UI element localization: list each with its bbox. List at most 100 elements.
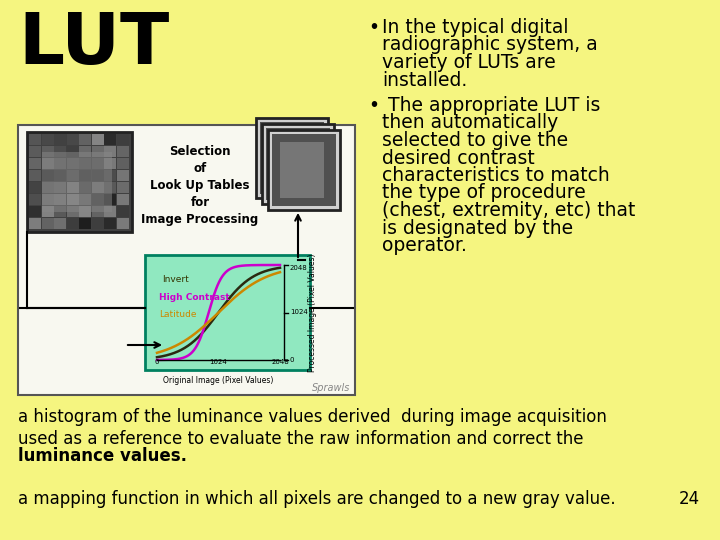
Bar (280, 142, 324, 198)
Bar (29, 158, 41, 169)
Bar (79, 170, 91, 181)
Bar (256, 118, 328, 198)
Bar (42, 146, 53, 157)
Bar (117, 194, 128, 205)
Bar (54, 206, 66, 217)
Text: In the typical digital: In the typical digital (382, 18, 569, 37)
Bar (79, 206, 91, 217)
Text: LUT: LUT (18, 10, 169, 79)
Bar (79, 134, 91, 145)
Text: 24: 24 (679, 490, 700, 508)
Bar (268, 130, 312, 186)
Bar (54, 170, 66, 181)
Bar (104, 146, 116, 157)
Text: 1024: 1024 (210, 359, 228, 365)
Text: variety of LUTs are: variety of LUTs are (382, 53, 556, 72)
Text: luminance values.: luminance values. (18, 447, 187, 465)
Bar (274, 136, 318, 192)
Bar (42, 134, 53, 145)
Bar (262, 124, 334, 204)
Bar (91, 134, 104, 145)
Bar (42, 194, 53, 205)
Bar (42, 206, 53, 217)
Bar (42, 182, 53, 193)
Bar (104, 206, 116, 217)
Bar (117, 218, 128, 229)
Text: The appropriate LUT is: The appropriate LUT is (382, 96, 600, 115)
Bar (27, 132, 132, 232)
Bar (54, 182, 66, 193)
Bar (104, 158, 116, 169)
Bar (79, 146, 91, 157)
Text: Sprawls: Sprawls (312, 383, 350, 393)
Bar (29, 170, 41, 181)
Bar (91, 218, 104, 229)
Bar (29, 218, 41, 229)
Bar (117, 170, 128, 181)
Text: the type of procedure: the type of procedure (382, 184, 586, 202)
Bar (117, 158, 128, 169)
Text: characteristics to match: characteristics to match (382, 166, 610, 185)
Text: a mapping function in which all pixels are changed to a new gray value.: a mapping function in which all pixels a… (18, 490, 616, 508)
Bar (42, 152, 112, 212)
Text: operator.: operator. (382, 236, 467, 255)
Text: 1024: 1024 (290, 309, 307, 315)
Text: Latitude: Latitude (159, 310, 197, 319)
Text: Invert: Invert (162, 275, 189, 284)
Bar (91, 146, 104, 157)
Bar (54, 194, 66, 205)
Bar (42, 218, 53, 229)
Bar (29, 182, 41, 193)
Bar (66, 158, 78, 169)
Bar (66, 194, 78, 205)
Bar (42, 170, 53, 181)
Bar (66, 218, 78, 229)
Bar (66, 146, 78, 157)
Text: 0: 0 (290, 357, 294, 363)
Bar (29, 206, 41, 217)
Bar (54, 158, 66, 169)
Bar (29, 134, 41, 145)
Bar (91, 206, 104, 217)
Bar (79, 194, 91, 205)
Text: (chest, extremity, etc) that: (chest, extremity, etc) that (382, 201, 635, 220)
Bar (91, 158, 104, 169)
Text: used as a reference to evaluate the raw information and correct the: used as a reference to evaluate the raw … (18, 430, 583, 448)
Bar (66, 134, 78, 145)
Bar (66, 182, 78, 193)
Bar (29, 194, 41, 205)
Bar (66, 206, 78, 217)
Text: •: • (368, 18, 379, 37)
Bar (268, 130, 340, 210)
Bar (104, 182, 116, 193)
Bar (117, 182, 128, 193)
Bar (117, 206, 128, 217)
Bar (104, 170, 116, 181)
Text: is designated by the: is designated by the (382, 219, 573, 238)
Bar (117, 134, 128, 145)
Bar (79, 182, 91, 193)
Text: selected to give the: selected to give the (382, 131, 568, 150)
Text: 0: 0 (155, 359, 159, 365)
Bar (260, 122, 324, 194)
Bar (79, 218, 91, 229)
Bar (18, 125, 355, 395)
Text: Processed Image (Pixel Values): Processed Image (Pixel Values) (308, 253, 317, 372)
Bar (91, 170, 104, 181)
Text: installed.: installed. (382, 71, 467, 90)
Text: desired contrast: desired contrast (382, 148, 535, 167)
Text: •: • (368, 96, 379, 115)
Text: 2048: 2048 (290, 265, 307, 271)
Bar (104, 194, 116, 205)
Bar (272, 134, 336, 206)
Bar (91, 194, 104, 205)
Text: Original Image (Pixel Values): Original Image (Pixel Values) (163, 376, 274, 385)
Text: 2048: 2048 (271, 359, 289, 365)
Bar (54, 134, 66, 145)
Text: then automatically: then automatically (382, 113, 558, 132)
Bar (145, 255, 310, 370)
Text: High Contrast: High Contrast (159, 293, 230, 302)
Bar (54, 218, 66, 229)
Bar (54, 146, 66, 157)
Bar (91, 182, 104, 193)
